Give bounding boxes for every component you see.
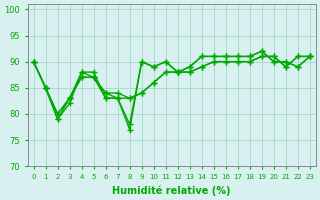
X-axis label: Humidité relative (%): Humidité relative (%)	[112, 185, 231, 196]
